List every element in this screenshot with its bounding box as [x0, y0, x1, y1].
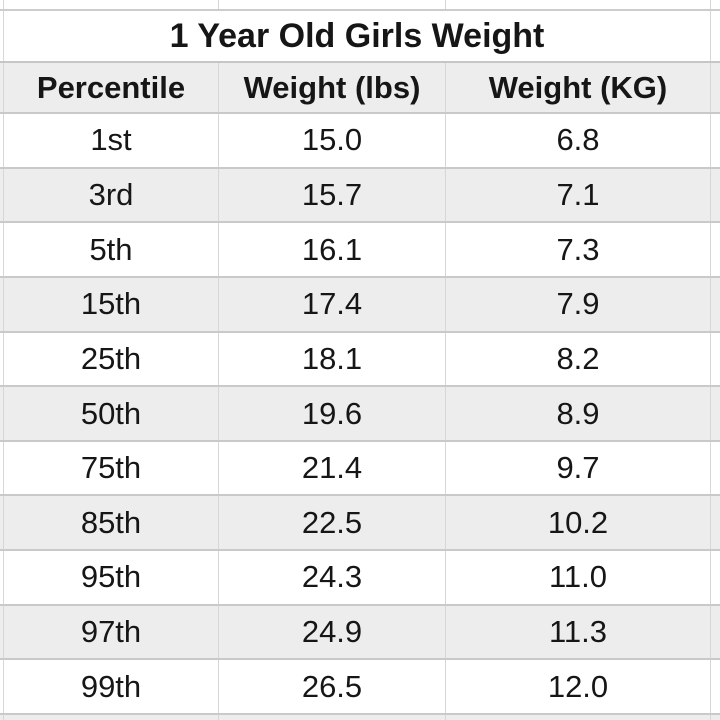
table-row: 95th 24.3 11.0 [0, 549, 720, 604]
weight-lbs-cell: 15.7 [218, 168, 445, 222]
weight-lbs-cell: 21.4 [218, 441, 445, 495]
grid-sliver [710, 168, 720, 222]
table-body: 1st 15.0 6.8 3rd 15.7 7.1 5th 16.1 7.3 1… [0, 112, 720, 714]
table-row: 5th 16.1 7.3 [0, 221, 720, 276]
column-header-weight-lbs: Weight (lbs) [218, 63, 445, 112]
percentile-cell: 75th [3, 441, 218, 495]
grid-sliver [710, 277, 720, 331]
table-row: 25th 18.1 8.2 [0, 330, 720, 386]
weight-lbs-cell: 19.6 [218, 387, 445, 440]
grid-sliver [710, 387, 720, 440]
grid-sliver [710, 605, 720, 659]
weight-lbs-cell: 18.1 [218, 332, 445, 386]
weight-kg-cell: 8.2 [445, 332, 710, 386]
table-row: 97th 24.9 11.3 [0, 603, 720, 659]
table-row: 75th 21.4 9.7 [0, 439, 720, 495]
grid-sliver [445, 0, 710, 9]
weight-lbs-cell: 15.0 [218, 114, 445, 167]
grid-sliver [218, 0, 445, 9]
table-title: 1 Year Old Girls Weight [3, 11, 710, 61]
percentile-cell: 95th [3, 551, 218, 604]
grid-sliver [710, 441, 720, 495]
table-row: 3rd 15.7 7.1 [0, 166, 720, 222]
percentile-cell: 25th [3, 332, 218, 386]
weight-kg-cell: 7.1 [445, 168, 710, 222]
grid-sliver [218, 715, 445, 720]
weight-lbs-cell: 26.5 [218, 660, 445, 714]
percentile-cell: 50th [3, 387, 218, 440]
cropped-row-bottom [0, 713, 720, 720]
grid-sliver [445, 715, 710, 720]
weight-kg-cell: 7.3 [445, 223, 710, 276]
grid-sliver [710, 660, 720, 714]
weight-kg-cell: 12.0 [445, 660, 710, 714]
cropped-row-top [0, 0, 720, 9]
weight-kg-cell: 9.7 [445, 441, 710, 495]
grid-sliver [710, 63, 720, 112]
weight-lbs-cell: 22.5 [218, 496, 445, 550]
grid-sliver [710, 11, 720, 61]
weight-lbs-cell: 17.4 [218, 277, 445, 331]
percentile-cell: 15th [3, 277, 218, 331]
grid-sliver [710, 223, 720, 276]
grid-sliver [710, 496, 720, 550]
grid-sliver [710, 0, 720, 9]
weight-lbs-cell: 24.9 [218, 605, 445, 659]
table-row: 85th 22.5 10.2 [0, 494, 720, 550]
percentile-cell: 3rd [3, 168, 218, 222]
weight-kg-cell: 11.0 [445, 551, 710, 604]
weight-kg-cell: 7.9 [445, 277, 710, 331]
table-title-row: 1 Year Old Girls Weight [0, 9, 720, 61]
weight-lbs-cell: 16.1 [218, 223, 445, 276]
percentile-cell: 1st [3, 114, 218, 167]
percentile-cell: 85th [3, 496, 218, 550]
table-row: 15th 17.4 7.9 [0, 275, 720, 331]
grid-sliver [3, 0, 218, 9]
grid-sliver [3, 715, 218, 720]
column-header-weight-kg: Weight (KG) [445, 63, 710, 112]
table-row: 99th 26.5 12.0 [0, 658, 720, 714]
grid-sliver [710, 114, 720, 167]
weight-lbs-cell: 24.3 [218, 551, 445, 604]
weight-kg-cell: 6.8 [445, 114, 710, 167]
table-row: 50th 19.6 8.9 [0, 385, 720, 440]
table-header-row: Percentile Weight (lbs) Weight (KG) [0, 61, 720, 112]
percentile-cell: 5th [3, 223, 218, 276]
grid-sliver [710, 551, 720, 604]
table-row: 1st 15.0 6.8 [0, 112, 720, 167]
weight-kg-cell: 11.3 [445, 605, 710, 659]
weight-kg-cell: 10.2 [445, 496, 710, 550]
weight-kg-cell: 8.9 [445, 387, 710, 440]
percentile-cell: 99th [3, 660, 218, 714]
grid-sliver [710, 715, 720, 720]
grid-sliver [710, 332, 720, 386]
percentile-cell: 97th [3, 605, 218, 659]
column-header-percentile: Percentile [3, 63, 218, 112]
